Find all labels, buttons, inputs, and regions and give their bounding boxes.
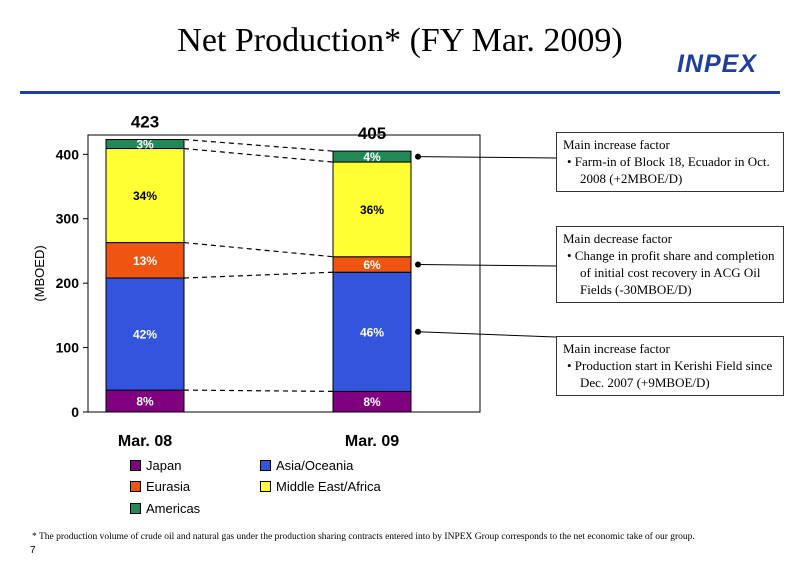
connector-line (183, 147, 334, 163)
segment-label: 46% (360, 325, 384, 339)
y-tick-label: 200 (56, 275, 80, 291)
legend-swatch (130, 503, 141, 514)
bar-segment-americas-0 (105, 139, 185, 150)
segment-label: 13% (133, 254, 157, 268)
note-heading: Main increase factor (563, 137, 670, 152)
y-tick-label: 100 (56, 340, 80, 356)
segment-label: 42% (133, 328, 157, 342)
bar-segment-middle-east-africa-1 (332, 161, 412, 258)
segment-label: 4% (363, 150, 381, 164)
note-increase-ecuador: Main increase factor • Farm-in of Block … (556, 132, 784, 192)
bar-segment-middle-east-africa-0 (105, 148, 185, 244)
chart-legend: Japan Asia/Oceania Eurasia Middle East/Afri… (130, 458, 430, 518)
segment-label: 34% (133, 189, 157, 203)
y-tick-label: 300 (56, 211, 80, 227)
legend-item-middle-east-africa: Middle East/Africa (260, 479, 381, 494)
segment-label: 3% (136, 138, 154, 152)
note-bullet: • Change in profit share and completion … (567, 248, 775, 297)
connector-line (183, 241, 334, 258)
legend-swatch (260, 481, 271, 492)
note-bullet: • Farm-in of Block 18, Ecuador in Oct. 2… (567, 154, 770, 186)
legend-label: Japan (146, 458, 182, 473)
segment-label: 6% (363, 258, 381, 272)
legend-swatch (130, 481, 141, 492)
total-label: 423 (131, 113, 159, 132)
bar-segment-americas-1 (332, 150, 412, 163)
segment-label: 8% (363, 395, 381, 409)
stacked-bar-chart: 0 100 200 300 400 (MBOED) 8% 42% 13% 34% 3% 423 Mar… (32, 113, 557, 450)
inpex-logo: INPEX (676, 50, 758, 78)
callout-line (417, 331, 557, 338)
legend-item-japan: Japan (130, 458, 181, 473)
category-label: Mar. 08 (118, 433, 172, 450)
legend-label: Americas (146, 501, 201, 516)
connector-line (183, 138, 334, 152)
legend-swatch (260, 460, 271, 471)
y-axis-label: (MBOED) (32, 245, 47, 301)
legend-swatch (130, 460, 141, 471)
footnote: * The production volume of crude oil and… (32, 532, 695, 542)
note-decrease-acg: Main decrease factor • Change in profit … (556, 226, 784, 303)
legend-item-americas: Americas (130, 501, 200, 516)
connector-line (183, 271, 334, 279)
total-label: 405 (358, 124, 386, 143)
legend-item-eurasia: Eurasia (130, 479, 190, 494)
callout-line (417, 263, 557, 267)
segment-label: 36% (360, 203, 384, 217)
bar-segment-asia-oceania-0 (105, 277, 185, 391)
plot-frame (87, 134, 481, 413)
note-heading: Main decrease factor (563, 231, 672, 246)
connector-line (183, 389, 334, 392)
bar-segment-eurasia-0 (105, 242, 185, 279)
y-tick-label: 0 (71, 404, 79, 420)
legend-label: Eurasia (146, 479, 191, 494)
title-divider (20, 91, 780, 94)
legend-label: Asia/Oceania (276, 458, 354, 473)
segment-label: 8% (136, 395, 154, 409)
note-increase-kerishi: Main increase factor • Production start … (556, 336, 784, 396)
category-label: Mar. 09 (345, 433, 399, 450)
callout-line (417, 156, 557, 159)
page-number: 7 (30, 545, 36, 556)
page-title: Net Production* (FY Mar. 2009) (177, 22, 623, 59)
note-bullet: • Production start in Kerishi Field sinc… (567, 358, 773, 390)
legend-item-asia-oceania: Asia/Oceania (260, 458, 353, 473)
note-heading: Main increase factor (563, 341, 670, 356)
legend-label: Middle East/Africa (276, 479, 381, 494)
bar-segment-asia-oceania-1 (332, 271, 412, 392)
y-tick-label: 400 (56, 146, 80, 162)
